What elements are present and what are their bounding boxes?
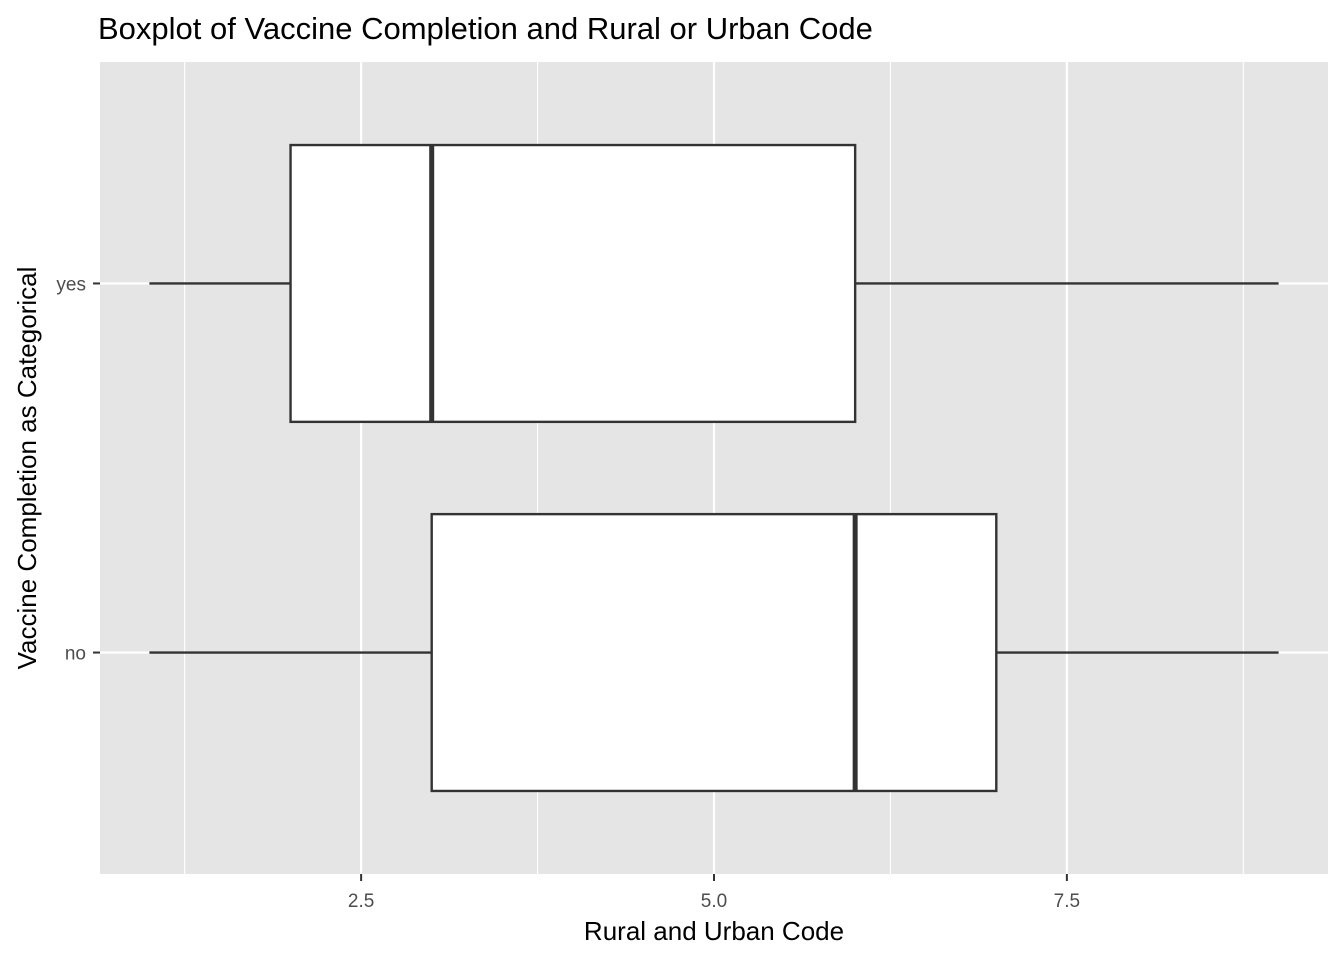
box-yes [289,143,857,424]
x-tick-label-2: 7.5 [1054,891,1080,912]
axes: 2.5 5.0 7.5 no yes [56,274,1080,912]
x-tick-label-0: 2.5 [348,891,374,912]
box-no [430,512,998,793]
y-tick-label-no: no [65,644,86,665]
box-group-no [149,512,1279,793]
boxes [149,143,1279,793]
y-tick-label-yes: yes [56,274,86,295]
y-axis-title: Vaccine Completion as Categorical [12,267,42,670]
x-axis-title: Rural and Urban Code [584,916,844,946]
x-tick-label-1: 5.0 [701,891,727,912]
chart-title: Boxplot of Vaccine Completion and Rural … [98,11,873,46]
box-group-yes [149,143,1279,424]
